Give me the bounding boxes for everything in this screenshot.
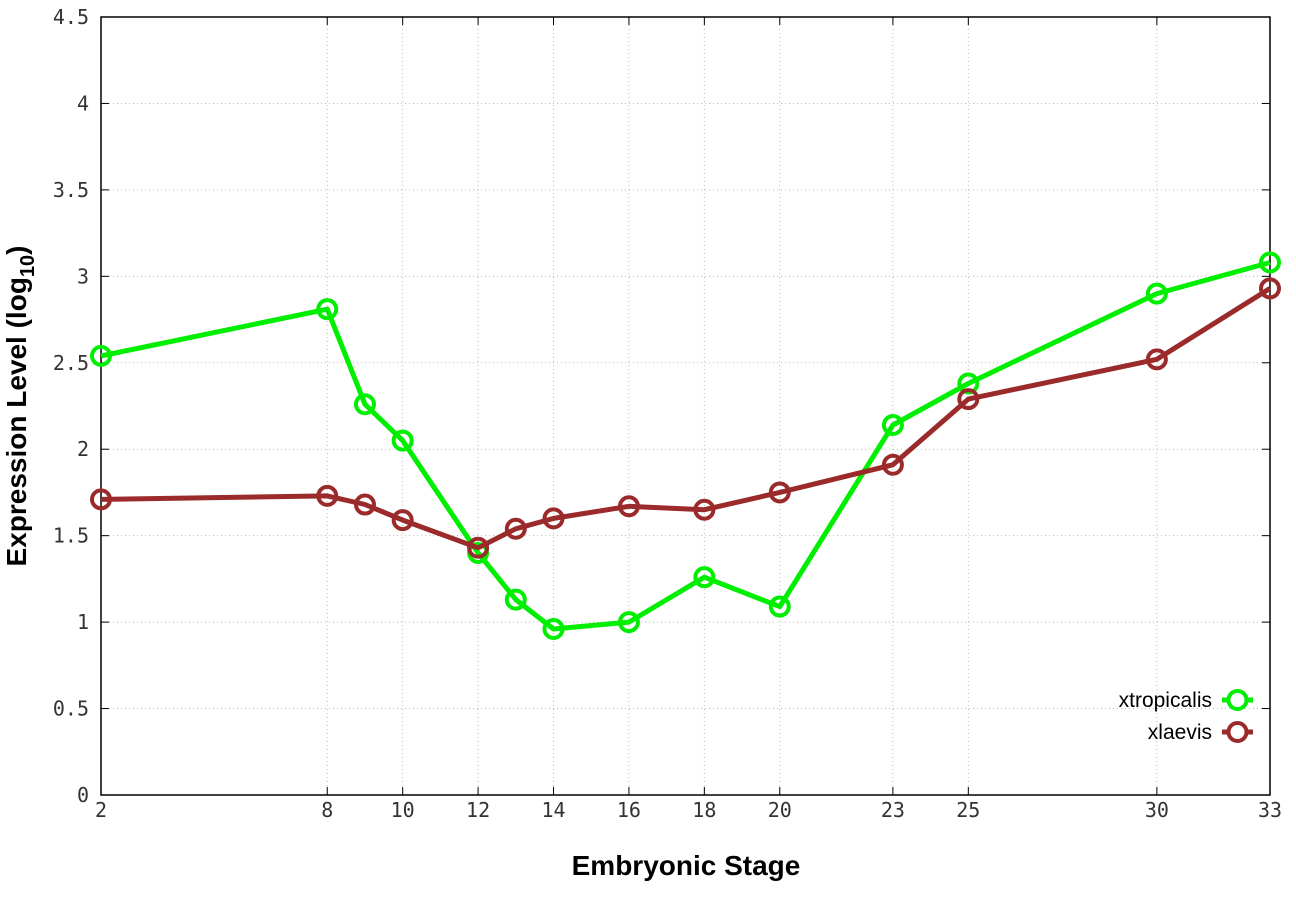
x-axis-title: Embryonic Stage xyxy=(572,850,801,881)
data-point-xlaevis-9 xyxy=(353,493,376,516)
data-point-xlaevis-33 xyxy=(1259,277,1281,300)
x-tick-label-2: 2 xyxy=(95,798,107,822)
data-point-xtropicalis-30 xyxy=(1145,282,1168,305)
x-tick-label-10: 10 xyxy=(391,798,415,822)
y-tick-label-4: 4 xyxy=(77,91,89,115)
legend-marker-xtropicalis xyxy=(1226,689,1249,711)
data-point-xtropicalis-25 xyxy=(957,372,980,395)
x-tick-label-12: 12 xyxy=(466,798,490,822)
data-point-xlaevis-2 xyxy=(90,488,112,511)
data-point-xtropicalis-9 xyxy=(353,393,376,416)
y-tick-label-1-5: 1.5 xyxy=(53,524,89,548)
y-tick-label-3-5: 3.5 xyxy=(53,178,89,202)
data-point-xtropicalis-10 xyxy=(391,429,414,452)
y-tick-label-4-5: 4.5 xyxy=(53,5,89,29)
legend-label-xtropicalis: xtropicalis xyxy=(1119,689,1212,712)
series xyxy=(90,251,1281,641)
data-point-xtropicalis-2 xyxy=(90,344,112,367)
x-tick-label-20: 20 xyxy=(768,798,792,822)
data-point-xtropicalis-23 xyxy=(881,414,904,437)
y-tick-label-3: 3 xyxy=(77,264,89,288)
legend-label-xlaevis: xlaevis xyxy=(1148,721,1212,744)
ticks: 2 8 10 12 14 16 18 20 23 25 30 33 0 0.5 1 1.5 2 2.5 3 3.5 4 4… xyxy=(53,5,1282,822)
data-point-xtropicalis-14 xyxy=(542,618,565,641)
series-xtropicalis xyxy=(90,251,1281,641)
data-point-xlaevis-16 xyxy=(617,495,640,518)
x-tick-label-23: 23 xyxy=(881,798,905,822)
data-point-xlaevis-12 xyxy=(467,536,490,559)
data-point-xtropicalis-13 xyxy=(504,588,527,611)
x-tick-label-16: 16 xyxy=(617,798,641,822)
y-axis-title-main: Expression Level (log xyxy=(1,277,32,566)
x-tick-label-8: 8 xyxy=(321,798,333,822)
y-tick-label-2-5: 2.5 xyxy=(53,351,89,375)
x-tick-label-14: 14 xyxy=(541,798,565,822)
y-tick-label-0-5: 0.5 xyxy=(53,697,89,721)
x-tick-label-33: 33 xyxy=(1258,798,1282,822)
data-point-xtropicalis-33 xyxy=(1259,251,1281,274)
legend-marker-xlaevis xyxy=(1226,721,1249,743)
data-point-xtropicalis-16 xyxy=(617,611,640,634)
legend-item-xlaevis: xlaevis xyxy=(1148,721,1253,744)
data-point-xtropicalis-8 xyxy=(316,298,339,321)
x-tick-label-30: 30 xyxy=(1145,798,1169,822)
y-tick-label-2: 2 xyxy=(77,437,89,461)
x-tick-label-25: 25 xyxy=(956,798,980,822)
series-line-xlaevis xyxy=(100,286,1272,551)
plot-border xyxy=(100,16,1271,796)
legend: xtropicalis xlaevis xyxy=(1119,689,1253,744)
data-point-xlaevis-14 xyxy=(542,507,565,530)
series-xlaevis xyxy=(90,277,1281,559)
y-axis-title: Expression Level (log10) xyxy=(1,246,39,567)
data-point-xlaevis-23 xyxy=(881,453,904,476)
data-point-xlaevis-20 xyxy=(768,481,791,504)
data-point-xlaevis-25 xyxy=(957,388,980,411)
data-point-xlaevis-30 xyxy=(1145,348,1168,371)
x-tick-label-18: 18 xyxy=(692,798,716,822)
data-point-xtropicalis-18 xyxy=(693,566,716,589)
data-point-xlaevis-10 xyxy=(391,509,414,532)
data-point-xtropicalis-20 xyxy=(768,595,791,618)
data-point-xlaevis-18 xyxy=(693,498,716,521)
y-axis-title-close: ) xyxy=(1,246,32,255)
data-point-xlaevis-13 xyxy=(504,517,527,540)
data-point-xlaevis-8 xyxy=(316,484,339,507)
y-tick-label-0: 0 xyxy=(77,783,89,807)
y-tick-label-1: 1 xyxy=(77,610,89,634)
legend-item-xtropicalis: xtropicalis xyxy=(1119,689,1253,712)
plot-area xyxy=(101,17,1270,795)
y-axis-title-subscript: 10 xyxy=(17,255,39,277)
